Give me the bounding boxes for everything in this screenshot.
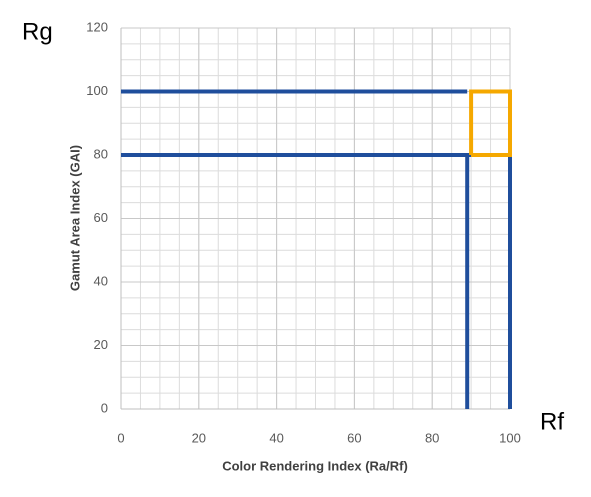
y-tick-label: 100 xyxy=(86,83,108,98)
x-tick-label: 100 xyxy=(499,430,521,445)
y-axis-title: Gamut Area Index (GAI) xyxy=(67,145,82,291)
x-tick-label: 0 xyxy=(117,430,124,445)
x-tick-label: 40 xyxy=(269,430,283,445)
y-tick-label: 120 xyxy=(86,19,108,34)
y-tick-label: 40 xyxy=(94,273,108,288)
y-corner-label: Rg xyxy=(22,18,53,45)
x-axis-title: Color Rendering Index (Ra/Rf) xyxy=(222,458,408,473)
x-tick-label: 20 xyxy=(192,430,206,445)
y-tick-label: 20 xyxy=(94,337,108,352)
x-tick-label: 80 xyxy=(425,430,439,445)
x-tick-label: 60 xyxy=(347,430,361,445)
line-series xyxy=(469,89,512,157)
y-tick-label: 0 xyxy=(101,400,108,415)
y-tick-label: 60 xyxy=(94,210,108,225)
y-tick-label: 80 xyxy=(94,146,108,161)
x-corner-label: Rf xyxy=(540,408,564,435)
